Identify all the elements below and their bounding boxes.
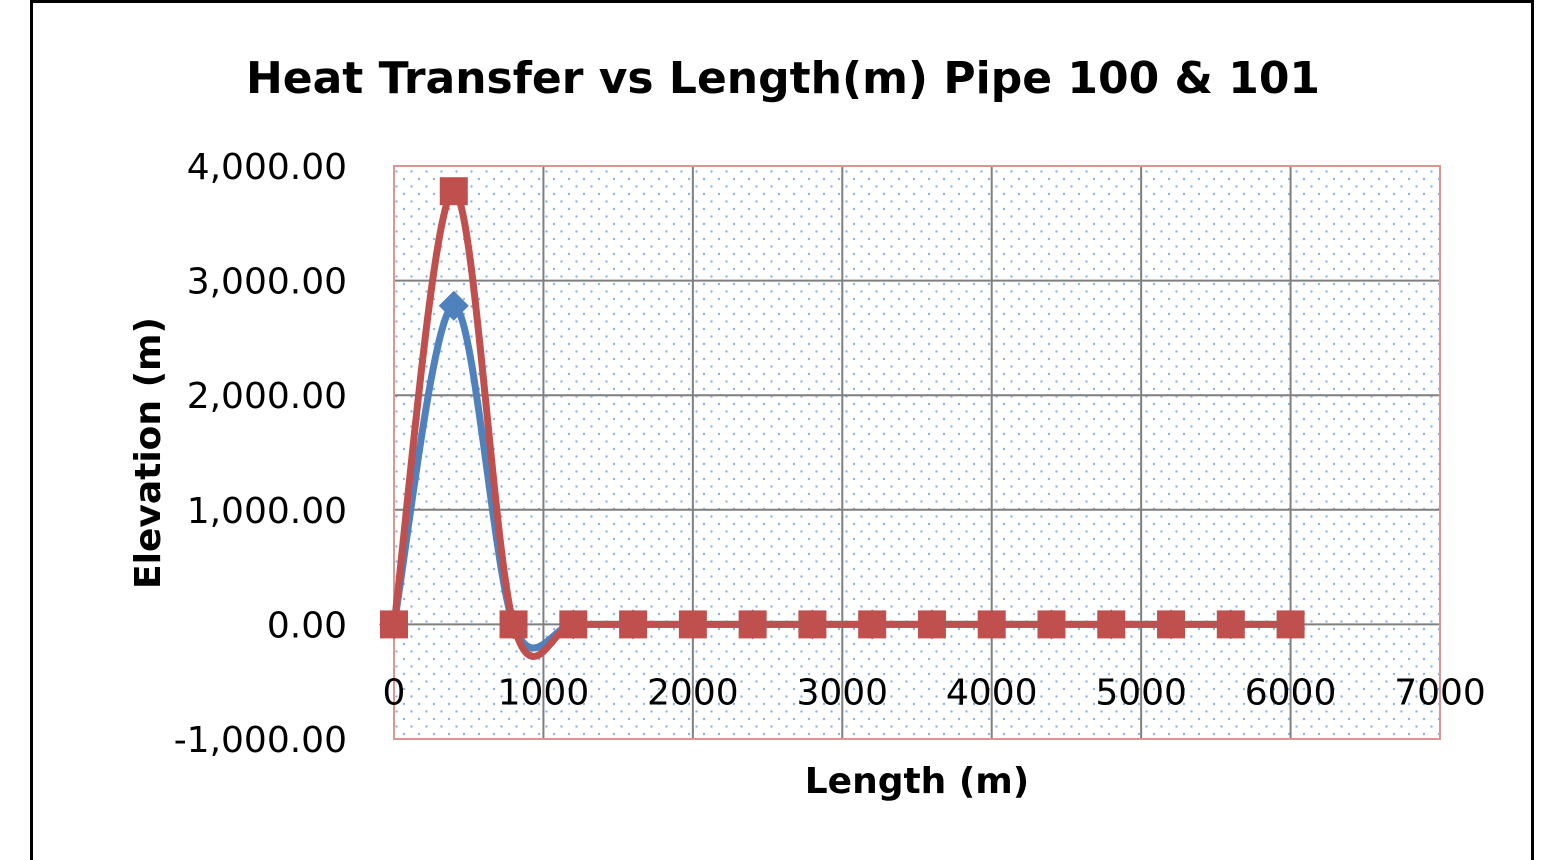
x-tick-label: 7000: [1394, 672, 1486, 713]
y-tick-label: -1,000.00: [174, 720, 347, 761]
plot-dot-fill: [394, 166, 1440, 739]
series-2-point: [798, 610, 827, 639]
x-tick-label: 3000: [796, 672, 888, 713]
series-1-point: [438, 290, 469, 321]
chart-svg: Heat Transfer vs Length(m) Pipe 100 & 10…: [128, 53, 1486, 802]
x-tick-label: 2000: [647, 672, 739, 713]
series-2-point: [1157, 610, 1186, 639]
y-tick-label: 4,000.00: [187, 147, 347, 188]
series-2-point: [559, 610, 588, 639]
series-2-point: [1276, 610, 1305, 639]
x-axis-title: Length (m): [805, 761, 1030, 802]
series-2-point: [439, 177, 468, 206]
y-tick-labels: 4,000.00 3,000.00 2,000.00 1,000.00 0.00 -1,0…: [174, 147, 347, 761]
y-tick-label: 1,000.00: [187, 491, 347, 532]
series-2-point: [619, 610, 648, 639]
y-axis-title: Elevation (m): [128, 317, 169, 589]
series-2-point: [499, 610, 528, 639]
chart-title: Heat Transfer vs Length(m) Pipe 100 & 10…: [246, 53, 1320, 104]
series-2-point: [977, 610, 1006, 639]
x-tick-label: 0: [383, 672, 406, 713]
series-2-point: [1216, 610, 1245, 639]
series-2-point: [1037, 610, 1066, 639]
y-tick-label: 3,000.00: [187, 262, 347, 303]
series-markers: [379, 177, 1306, 640]
series-2-point: [858, 610, 887, 639]
series-2-point: [917, 610, 946, 639]
series-2-point: [1097, 610, 1126, 639]
x-tick-labels: 0 1000 2000 3000 4000 5000 6000 7000: [383, 672, 1486, 713]
chart-frame: Heat Transfer vs Length(m) Pipe 100 & 10…: [30, 0, 1534, 860]
x-tick-label: 4000: [946, 672, 1038, 713]
plot-border: [393, 165, 1441, 740]
plot-area: [394, 166, 1440, 739]
x-tick-label: 1000: [498, 672, 590, 713]
y-tick-label: 2,000.00: [187, 376, 347, 417]
series-2-point: [380, 610, 408, 639]
series-2-point: [678, 610, 707, 639]
x-tick-label: 5000: [1095, 672, 1187, 713]
y-tick-label: 0.00: [267, 605, 347, 646]
x-tick-label: 6000: [1245, 672, 1337, 713]
series-2-point: [738, 610, 767, 639]
